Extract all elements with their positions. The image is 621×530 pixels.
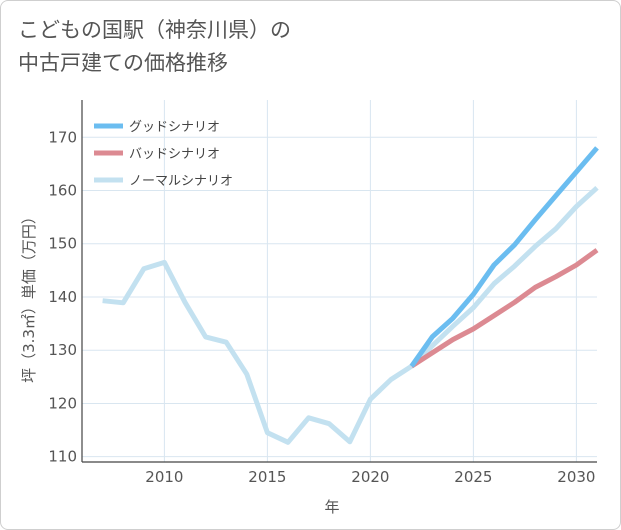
series-line-normal: [102, 185, 599, 445]
y-tick-label: 130: [48, 341, 77, 359]
legend-label-good: グッドシナリオ: [129, 120, 220, 135]
y-tick-label: 120: [48, 394, 77, 412]
series-layer: [102, 146, 599, 445]
x-tick-label: 2010: [145, 468, 183, 486]
grid: [82, 100, 597, 462]
x-tick-label: 2015: [248, 468, 286, 486]
y-tick-label: 140: [48, 288, 77, 306]
chart-title-line-2: 中古戸建ての価格推移: [18, 51, 228, 75]
tick-labels: 2010 2015 2020 2025 2030 110 120 130 140 150 160 17…: [48, 128, 595, 486]
x-axis-label: 年: [324, 498, 339, 516]
axes: [81, 100, 597, 463]
chart-title-line-1: こどもの国駅（神奈川県）の: [18, 18, 291, 42]
y-tick-label: 110: [48, 448, 77, 466]
y-tick-label: 160: [48, 182, 77, 200]
y-tick-label: 170: [48, 128, 77, 146]
series-line-bad: [410, 248, 599, 369]
series-line-good: [409, 146, 599, 368]
x-tick-label: 2030: [557, 468, 595, 486]
x-tick-label: 2020: [351, 468, 389, 486]
legend-label-bad: バッドシナリオ: [129, 147, 220, 162]
y-tick-label: 150: [48, 235, 77, 253]
y-axis-label: 坪（3.3㎡）単価（万円）: [20, 209, 38, 383]
x-tick-label: 2025: [454, 468, 492, 486]
legend-label-normal: ノーマルシナリオ: [129, 174, 233, 189]
chart-title: こどもの国駅（神奈川県）の 中古戸建ての価格推移: [18, 14, 291, 80]
